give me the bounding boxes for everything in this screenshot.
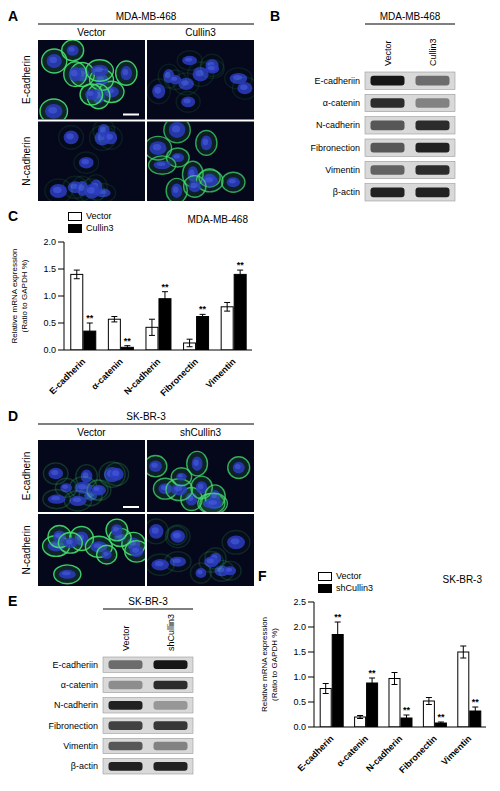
svg-text:N-cadherin: N-cadherin	[54, 700, 98, 710]
html-text:C: C	[8, 208, 19, 224]
svg-text:**: **	[334, 612, 342, 622]
svg-text:α-catenin: α-catenin	[61, 680, 98, 690]
svg-text:E-cadherin: E-cadherin	[21, 56, 32, 104]
svg-text:Vector: Vector	[77, 27, 106, 38]
svg-text:**: **	[472, 697, 480, 707]
svg-text:Fibronection: Fibronection	[310, 143, 360, 153]
svg-text:β-actin: β-actin	[71, 761, 98, 771]
svg-text:E-cadherin: E-cadherin	[296, 733, 336, 773]
svg-text:2.0: 2.0	[293, 622, 306, 632]
svg-text:MDA-MB-468: MDA-MB-468	[380, 11, 441, 22]
svg-text:1.5: 1.5	[43, 264, 56, 274]
svg-text:1.0: 1.0	[43, 291, 56, 301]
svg-text:N-cadherin: N-cadherin	[21, 137, 32, 186]
svg-text:D: D	[8, 408, 18, 424]
svg-text:**: **	[86, 313, 94, 323]
svg-text:Vimentin: Vimentin	[204, 356, 238, 390]
svg-text:shCullin3: shCullin3	[166, 614, 176, 651]
svg-text:2.5: 2.5	[293, 597, 306, 607]
svg-text:Fibronection: Fibronection	[48, 721, 98, 731]
svg-text:Vimentin: Vimentin	[439, 733, 473, 767]
svg-text:**: **	[161, 282, 169, 292]
svg-text:1.5: 1.5	[293, 647, 306, 657]
svg-text:Vector: Vector	[383, 40, 393, 66]
svg-text:0.0: 0.0	[293, 722, 306, 732]
svg-text:N-cadherin: N-cadherin	[364, 733, 405, 774]
svg-text:0.5: 0.5	[43, 318, 56, 328]
svg-text:α-catenin: α-catenin	[89, 356, 124, 391]
html-text:Vector: Vector	[336, 571, 362, 581]
svg-text:B: B	[270, 8, 280, 24]
svg-text:Cullin3: Cullin3	[185, 27, 216, 38]
html-text:Cullin3: Cullin3	[86, 223, 114, 233]
svg-text:0.0: 0.0	[43, 345, 56, 355]
svg-text:2.0: 2.0	[43, 237, 56, 247]
svg-text:A: A	[8, 8, 18, 24]
svg-text:**: **	[199, 304, 207, 314]
svg-text:**: **	[237, 260, 245, 270]
svg-text:SK-BR-3: SK-BR-3	[126, 411, 166, 422]
html-text:shCullin3: shCullin3	[336, 583, 373, 593]
svg-text:shCullin3: shCullin3	[180, 427, 222, 438]
svg-text:**: **	[437, 712, 445, 722]
svg-text:Relative mRNA expression(Ratio: Relative mRNA expression(Ratio to GAPDH …	[10, 248, 29, 343]
svg-text:1.0: 1.0	[293, 672, 306, 682]
svg-text:MDA-MB-468: MDA-MB-468	[116, 11, 177, 22]
svg-text:α-catenin: α-catenin	[335, 733, 370, 768]
svg-text:N-cadherin: N-cadherin	[21, 526, 32, 575]
svg-text:N-cadherin: N-cadherin	[122, 356, 162, 396]
svg-text:α-catenin: α-catenin	[323, 98, 360, 108]
svg-text:Vimentin: Vimentin	[63, 741, 98, 751]
svg-text:Vector: Vector	[77, 427, 106, 438]
svg-text:E-cadherin: E-cadherin	[21, 452, 32, 500]
svg-text:Vimentin: Vimentin	[325, 165, 360, 175]
svg-text:0.5: 0.5	[293, 697, 306, 707]
svg-text:E-cadheriin: E-cadheriin	[52, 660, 98, 670]
svg-text:Fibronectin: Fibronectin	[158, 356, 200, 398]
svg-text:**: **	[124, 336, 132, 346]
svg-text:**: **	[369, 668, 377, 678]
svg-text:Fibronectin: Fibronectin	[397, 733, 439, 775]
html-text:MDA-MB-468: MDA-MB-468	[187, 214, 248, 225]
svg-text:E-cadheriin: E-cadheriin	[314, 76, 360, 86]
html-text:Vector: Vector	[86, 211, 112, 221]
html-text:F: F	[258, 568, 267, 584]
svg-text:SK-BR-3: SK-BR-3	[128, 596, 168, 607]
svg-text:Vector: Vector	[121, 625, 131, 651]
svg-text:E: E	[8, 593, 17, 609]
html-text:SK-BR-3: SK-BR-3	[442, 574, 482, 585]
svg-text:N-cadherin: N-cadherin	[316, 120, 360, 130]
svg-text:β-actin: β-actin	[333, 187, 360, 197]
svg-text:E-cadherin: E-cadherin	[47, 356, 87, 396]
svg-text:Relative mRNA expression(Ratio: Relative mRNA expression(Ratio to GAPDH …	[260, 617, 279, 712]
svg-text:Cullin3: Cullin3	[428, 38, 438, 66]
svg-text:**: **	[403, 705, 411, 715]
